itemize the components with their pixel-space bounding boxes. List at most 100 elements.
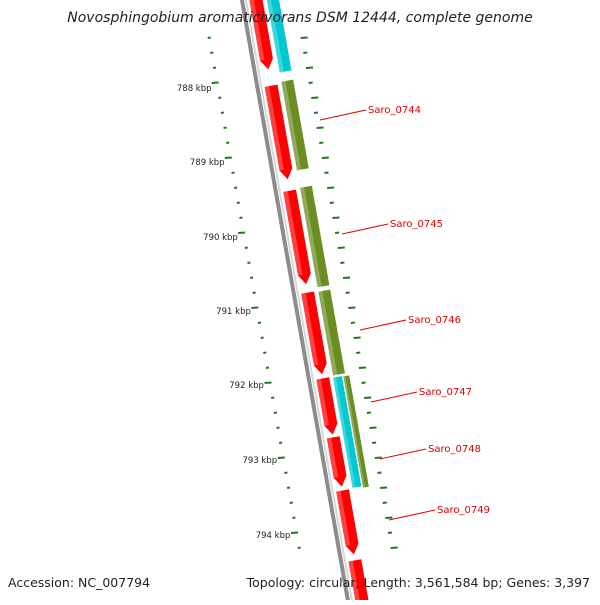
cds-arrow-0747-shade	[316, 378, 330, 426]
cds-arrow-0745-body	[283, 189, 311, 285]
scale-tick-right	[303, 51, 308, 54]
scale-tick-right	[327, 186, 335, 189]
gene-label-saro_0745: Saro_0745	[390, 219, 443, 230]
scale-tick-right	[390, 546, 398, 549]
scale-tick-left	[251, 306, 259, 309]
scale-tick-left	[210, 51, 214, 54]
feature-cyan-top-shade	[266, 0, 284, 73]
scale-tick-right	[350, 321, 356, 324]
scale-tick-right	[342, 276, 351, 279]
scale-tick-left	[239, 216, 243, 219]
scale-tick-left	[236, 201, 240, 204]
gene-leader-line	[359, 319, 407, 331]
cds-arrow-0745	[283, 189, 311, 285]
scale-label: 793 kbp	[243, 456, 278, 466]
scale-tick-right	[345, 291, 350, 294]
gene-label-saro_0744: Saro_0744	[368, 105, 421, 116]
scale-tick-right	[369, 426, 377, 429]
scale-tick-right	[348, 306, 356, 309]
cds-arrow-0744	[264, 84, 293, 180]
scale-tick-right	[382, 501, 387, 504]
scale-tick-right	[372, 441, 377, 444]
cds-arrow-0746-body	[301, 291, 327, 375]
scale-label: 789 kbp	[190, 158, 225, 168]
scale-tick-right	[377, 471, 382, 474]
scale-tick-right	[332, 216, 340, 219]
cds-arrow-0744-body	[264, 84, 293, 180]
scale-tick-right	[387, 531, 393, 534]
feature-cyan-0748-body	[333, 376, 362, 488]
gene-features	[248, 0, 370, 605]
scale-tick-left	[247, 261, 251, 264]
map-title: Novosphingobium aromaticivorans DSM 1244…	[67, 10, 533, 26]
scale-tick-left	[252, 291, 256, 294]
feature-olive-0744-body	[281, 79, 309, 171]
cds-arrow-0743-body	[248, 0, 273, 70]
cds-arrow-0747	[316, 377, 338, 435]
scale-tick-right	[313, 111, 319, 114]
cds-arrow-0748-shade	[326, 437, 339, 478]
gene-label-saro_0749: Saro_0749	[437, 505, 490, 516]
scale-tick-left	[263, 351, 267, 354]
scale-label: 792 kbp	[229, 381, 264, 391]
scale-tick-left	[278, 441, 283, 444]
gene-label-saro_0747: Saro_0747	[419, 387, 472, 398]
scale-tick-left	[289, 501, 293, 504]
gene-leader-line	[341, 223, 389, 235]
scale-tick-left	[276, 426, 280, 429]
cds-arrow-0743-shade	[248, 0, 265, 61]
scale-tick-left	[264, 381, 272, 384]
gene-label-saro_0748: Saro_0748	[428, 444, 481, 455]
cds-arrow-0747-body	[316, 377, 338, 435]
gene-leader-line	[319, 109, 367, 121]
cds-arrow-0748-body	[326, 436, 347, 487]
scale-tick-right	[300, 36, 308, 39]
scale-tick-left	[224, 156, 232, 159]
scale-tick-right	[311, 96, 319, 99]
scale-tick-right	[353, 336, 361, 339]
scale-tick-right	[364, 396, 372, 399]
scale-tick-left	[231, 171, 235, 174]
cds-arrow-0749-shade	[336, 490, 351, 546]
scale-tick-right	[385, 516, 393, 519]
scale-tick-left	[244, 246, 248, 249]
scale-tick-right	[321, 156, 329, 159]
scale-tick-right	[329, 201, 334, 204]
feature-olive-0745	[300, 185, 330, 288]
gene-leader-line	[379, 448, 427, 460]
scale-tick-right	[337, 246, 345, 249]
scale-tick-left	[260, 336, 264, 339]
scale-tick-left	[220, 111, 225, 114]
scale-label: 791 kbp	[216, 307, 251, 317]
scale-tick-right	[319, 141, 324, 144]
scale-tick-left	[233, 186, 238, 189]
scale-tick-left	[218, 96, 222, 99]
feature-olive-0747-body	[343, 375, 369, 488]
cds-arrow-0749	[336, 489, 359, 555]
feature-olive-0747-shade	[343, 376, 366, 488]
cds-arrow-0750	[348, 559, 370, 605]
scale-tick-left	[271, 396, 275, 399]
scale-tick-right	[358, 366, 366, 369]
gene-leader-line	[370, 391, 418, 403]
scale-tick-left	[265, 366, 270, 369]
scale-tick-right	[374, 456, 382, 459]
cds-arrow-0746-shade	[301, 292, 319, 366]
cds-arrow-0748	[326, 436, 347, 487]
scale-tick-left	[286, 486, 291, 489]
scale-ticks-right	[300, 36, 398, 549]
scale-tick-left	[212, 66, 217, 69]
scale-tick-left	[211, 81, 219, 84]
feature-olive-0746-body	[318, 289, 345, 376]
scale-tick-left	[297, 546, 301, 549]
feature-olive-0745-shade	[300, 187, 322, 288]
feature-olive-0746-shade	[318, 290, 338, 376]
feature-olive-0747	[343, 375, 369, 488]
backbone-group	[239, 0, 354, 605]
scale-tick-right	[356, 351, 361, 354]
genome-summary-text: Topology: circular; Length: 3,561,584 bp…	[246, 575, 590, 590]
backbone-line	[239, 0, 351, 605]
scale-tick-right	[305, 66, 314, 69]
gene-leader-line	[388, 509, 436, 521]
